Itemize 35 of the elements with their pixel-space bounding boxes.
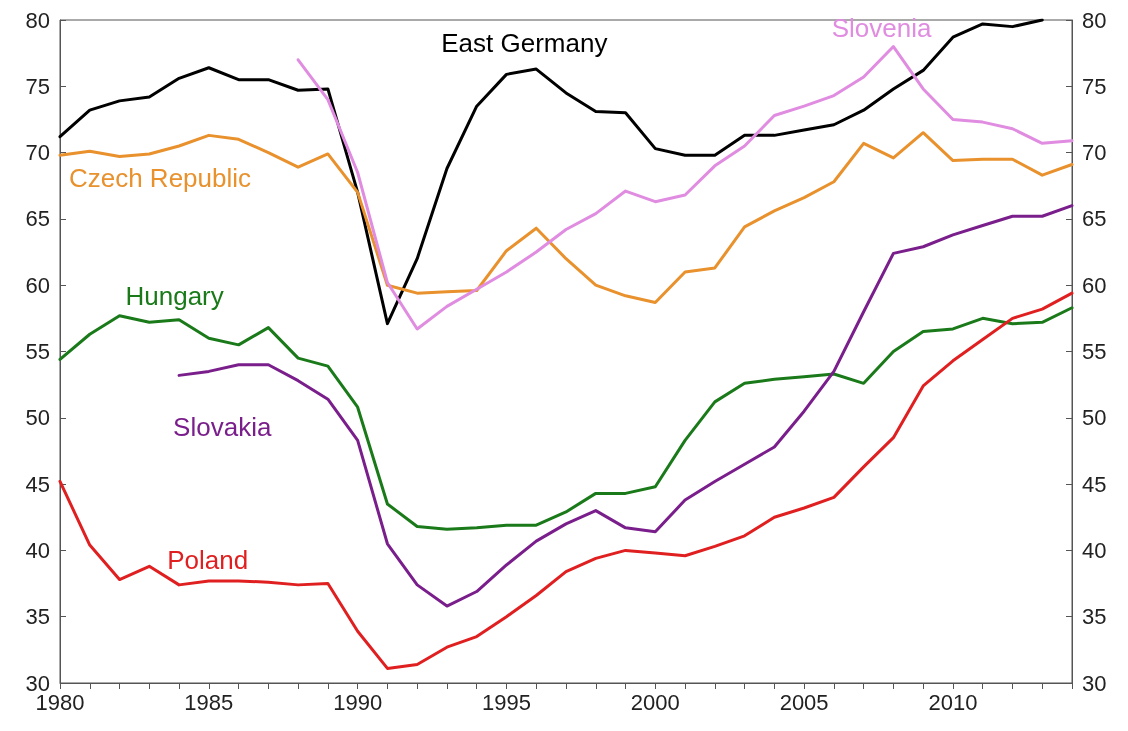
- y2-tick-label: 50: [1082, 405, 1107, 431]
- y-tick-label: 35: [25, 604, 50, 630]
- y-tick-label: 70: [25, 140, 50, 166]
- series-label: East Germany: [441, 27, 608, 58]
- y2-tick-label: 45: [1082, 471, 1107, 497]
- y-tick-label: 55: [25, 339, 50, 364]
- y-tick-label: 50: [25, 405, 50, 431]
- x-tick-label: 2010: [928, 689, 978, 715]
- x-tick-label: 1990: [333, 689, 383, 715]
- y2-tick-label: 75: [1082, 73, 1107, 99]
- y2-tick-label: 30: [1082, 670, 1107, 696]
- y2-tick-label: 40: [1082, 537, 1107, 563]
- y-tick-label: 30: [25, 670, 50, 696]
- y-tick-label: 60: [25, 272, 50, 298]
- series-label: Poland: [167, 544, 249, 575]
- y-tick-label: 40: [25, 537, 50, 563]
- x-tick-label: 2005: [779, 689, 829, 715]
- y-tick-label: 80: [25, 7, 50, 33]
- y2-tick-label: 35: [1082, 604, 1107, 630]
- x-tick-label: 1995: [481, 689, 531, 715]
- series-label: Slovenia: [831, 12, 932, 43]
- series-label: Hungary: [125, 280, 224, 311]
- y2-tick-label: 55: [1082, 339, 1107, 364]
- y2-tick-label: 80: [1082, 7, 1107, 33]
- y-tick-label: 65: [25, 206, 50, 232]
- x-tick-label: 1985: [184, 689, 234, 715]
- y2-tick-label: 60: [1082, 272, 1107, 298]
- y2-tick-label: 65: [1082, 206, 1107, 232]
- series-label: Slovakia: [173, 412, 272, 443]
- series-label: Czech Republic: [68, 162, 252, 193]
- y-tick-label: 45: [25, 471, 50, 497]
- line-series: [58, 18, 1044, 326]
- y-tick-label: 75: [25, 73, 50, 99]
- x-tick-label: 2000: [630, 689, 680, 715]
- y2-tick-label: 70: [1082, 140, 1107, 166]
